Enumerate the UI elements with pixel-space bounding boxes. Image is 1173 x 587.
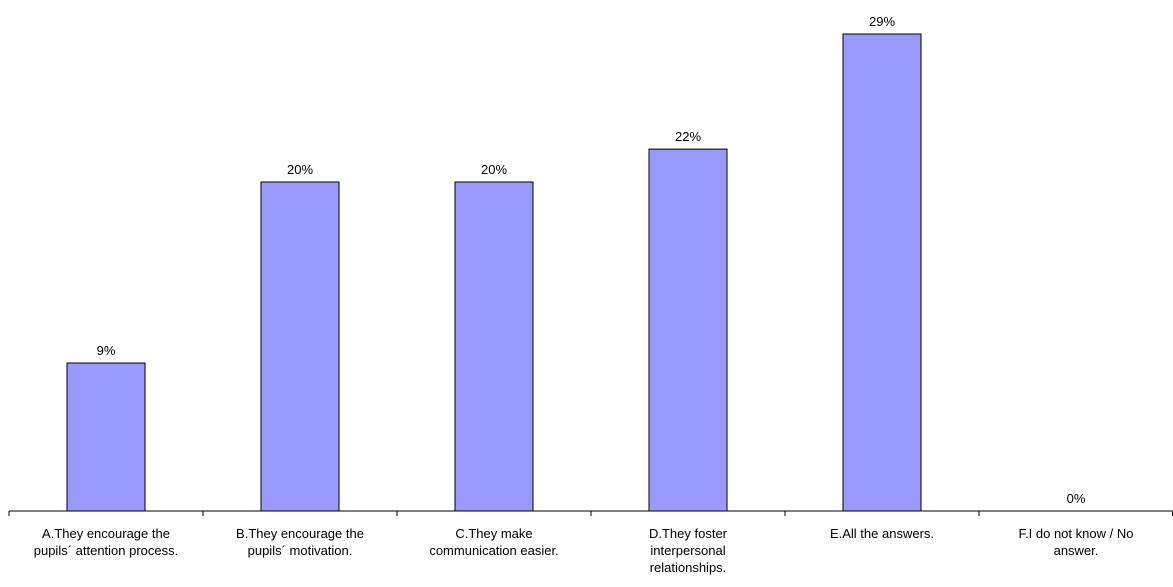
data-labels: 9% 20% 20% 22% 29% 0% (97, 14, 1086, 506)
category-label-4: E.All the answers. (830, 526, 934, 541)
category-labels: A.They encourage the pupils´ attention pr… (34, 526, 1134, 575)
data-label-2: 20% (481, 162, 507, 177)
category-label-1: B.They encourage the pupils´ motivation. (236, 526, 364, 558)
x-axis (8, 510, 1173, 516)
bar-1 (260, 181, 340, 512)
bar-4 (842, 33, 922, 512)
bar-0 (66, 362, 146, 512)
data-label-3: 22% (675, 129, 701, 144)
category-label-5: F.I do not know / No answer. (1019, 526, 1134, 558)
category-label-0: A.They encourage the pupils´ attention pr… (34, 526, 179, 558)
data-label-5: 0% (1067, 491, 1086, 506)
bar-2 (454, 181, 534, 512)
data-label-4: 29% (869, 14, 895, 29)
bars (66, 33, 922, 512)
data-label-0: 9% (97, 343, 116, 358)
category-label-3: D.They foster interpersonal relationships. (649, 526, 728, 575)
category-label-2: C.They make communication easier. (429, 526, 558, 558)
data-label-1: 20% (287, 162, 313, 177)
bar-3 (648, 148, 728, 512)
